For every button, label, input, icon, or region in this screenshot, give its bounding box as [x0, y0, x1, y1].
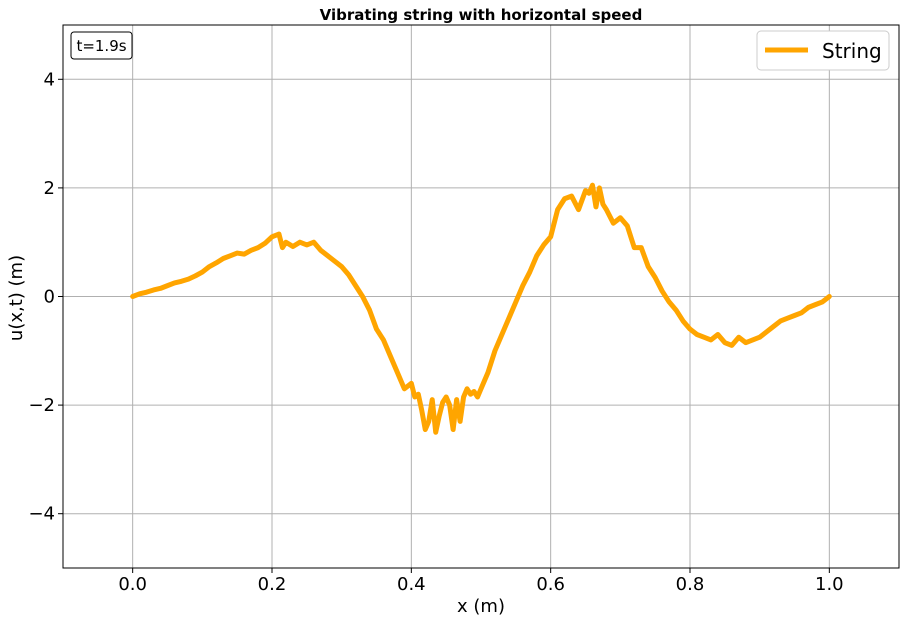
time-annotation-box [70, 31, 133, 60]
legend-label-string: String [822, 39, 882, 63]
time-annotation: t=1.9s [70, 31, 133, 60]
y-tick-label: 4 [44, 69, 55, 90]
x-axis-label: x (m) [457, 596, 505, 617]
series-line-string [130, 182, 832, 435]
y-tick-label: −2 [28, 395, 55, 416]
x-tick-label: 0.8 [676, 574, 705, 595]
y-tick-label: 2 [44, 178, 55, 199]
legend: String [756, 30, 890, 71]
time-annotation-text: t=1.9s [76, 37, 126, 55]
chart-title: Vibrating string with horizontal speed [320, 6, 643, 24]
y-tick-label: 0 [44, 287, 55, 308]
x-tick-label: 0.6 [536, 574, 565, 595]
x-tick-label: 0.0 [118, 574, 147, 595]
series-group [130, 182, 832, 435]
x-axis-ticks: 0.0 0.2 0.4 0.6 0.8 1.0 [118, 568, 844, 595]
legend-box [756, 30, 890, 71]
x-tick-label: 0.2 [258, 574, 287, 595]
x-tick-label: 0.4 [397, 574, 426, 595]
y-axis-label: u(x,t) (m) [6, 255, 27, 341]
y-tick-label: −4 [28, 504, 55, 525]
y-axis-ticks: −4 −2 0 2 4 [28, 69, 63, 525]
x-tick-label: 1.0 [815, 574, 844, 595]
